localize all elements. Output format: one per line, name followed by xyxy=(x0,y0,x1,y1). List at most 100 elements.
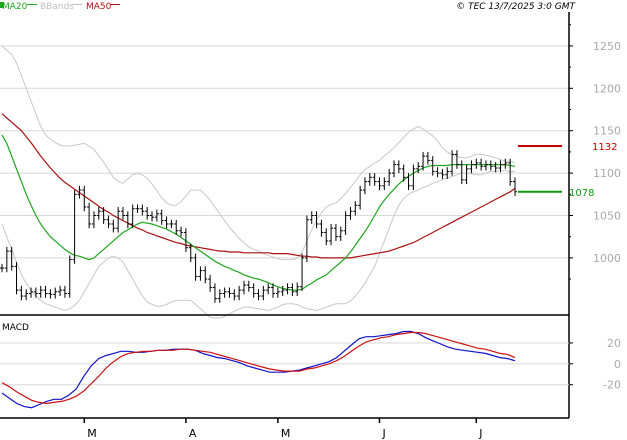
price-bar xyxy=(33,287,38,298)
price-bar xyxy=(169,219,174,229)
price-bar xyxy=(101,207,106,224)
price-bar xyxy=(372,173,377,186)
price-bar xyxy=(164,216,169,229)
price-bar xyxy=(319,219,324,237)
price-bar xyxy=(29,287,34,298)
x-tick-label: A xyxy=(189,427,197,440)
price-bar xyxy=(469,160,474,174)
x-tick-label: J xyxy=(478,427,482,440)
price-bar xyxy=(261,285,266,301)
price-bar xyxy=(348,207,353,220)
price-bar xyxy=(0,263,4,273)
price-bar xyxy=(4,246,9,273)
price-bar xyxy=(300,253,305,291)
price-bar xyxy=(343,211,348,235)
price-bar xyxy=(120,207,125,220)
price-bar xyxy=(140,204,145,216)
price-bar xyxy=(14,262,19,295)
price-bar xyxy=(106,215,111,229)
price-bar xyxy=(275,287,280,298)
price-bar xyxy=(188,243,193,263)
bollinger-bands xyxy=(1,45,516,319)
macd-lines xyxy=(1,330,516,409)
price-y-tick-label: 1100 xyxy=(593,167,621,180)
price-bar xyxy=(266,283,271,295)
price-bar xyxy=(285,283,290,295)
price-bar xyxy=(91,211,96,229)
price-bar xyxy=(19,285,24,301)
price-bar xyxy=(440,168,445,180)
price-bar xyxy=(53,287,58,299)
price-bar xyxy=(309,211,314,224)
price-bar xyxy=(401,164,406,182)
price-bar xyxy=(367,173,372,186)
ma50-line xyxy=(1,113,516,259)
price-bar xyxy=(67,255,72,298)
price-bar xyxy=(474,158,479,169)
bb-lower-line xyxy=(1,170,515,319)
macd-y-tick-label: -20 xyxy=(603,379,621,392)
copyright-text: © TEC 13/7/2025 3:0 GMT xyxy=(456,2,576,12)
price-bar xyxy=(377,177,382,191)
legend-swatch-ma50-line xyxy=(110,4,120,5)
price-bar xyxy=(82,185,87,212)
price-bar xyxy=(503,158,508,169)
price-bar xyxy=(493,162,498,173)
price-bar xyxy=(77,185,82,199)
price-bar xyxy=(271,283,276,298)
macd-grid xyxy=(0,342,569,386)
price-bar xyxy=(435,167,440,178)
price-bar xyxy=(62,285,67,298)
price-bar xyxy=(48,289,53,299)
price-annotations: 1132 1078 xyxy=(518,142,617,199)
price-bar xyxy=(425,151,430,165)
level-marker-label: 1132 xyxy=(592,142,617,153)
price-bar xyxy=(193,253,198,281)
price-bar xyxy=(125,211,130,229)
price-bar xyxy=(145,207,150,220)
ma50-polyline xyxy=(1,113,516,259)
price-bar xyxy=(430,156,435,176)
ma20-line xyxy=(1,134,516,291)
price-y-tick-label: 1150 xyxy=(593,125,621,138)
price-bar xyxy=(382,177,387,191)
price-bar xyxy=(314,211,319,229)
price-bar xyxy=(445,167,450,180)
price-bar xyxy=(58,285,63,297)
macd-y-axis: 20 0 -20 xyxy=(569,337,621,392)
price-bar xyxy=(241,280,246,295)
price-bar xyxy=(72,190,77,264)
price-bar xyxy=(358,185,363,210)
price-bar xyxy=(329,223,334,246)
price-y-tick-label: 1200 xyxy=(593,82,621,95)
price-bar xyxy=(43,285,48,298)
price-bar xyxy=(498,160,503,173)
price-y-tick-label: 1000 xyxy=(593,252,621,265)
price-bar xyxy=(217,289,222,303)
price-bar xyxy=(256,289,261,301)
legend-swatch-ma20 xyxy=(0,2,4,8)
price-bar xyxy=(406,173,411,191)
price-bar xyxy=(159,209,164,225)
price-bar xyxy=(154,209,159,222)
price-bar xyxy=(411,164,416,191)
price-bar xyxy=(396,160,401,174)
price-bar xyxy=(333,223,338,241)
price-bar xyxy=(227,287,232,298)
price-bar xyxy=(304,215,309,263)
price-bar xyxy=(24,289,29,301)
ma20-polyline xyxy=(1,134,516,291)
price-bars xyxy=(0,150,517,303)
price-bar xyxy=(203,266,208,284)
level-marker-label: 1078 xyxy=(569,188,594,199)
price-bar xyxy=(338,226,343,241)
price-bar xyxy=(174,219,179,235)
price-bar xyxy=(295,282,300,297)
price-bar xyxy=(251,283,256,298)
price-bar xyxy=(9,246,14,271)
price-bar xyxy=(198,266,203,281)
x-tick-label: M xyxy=(281,427,291,440)
macd-title: MACD xyxy=(2,323,29,333)
